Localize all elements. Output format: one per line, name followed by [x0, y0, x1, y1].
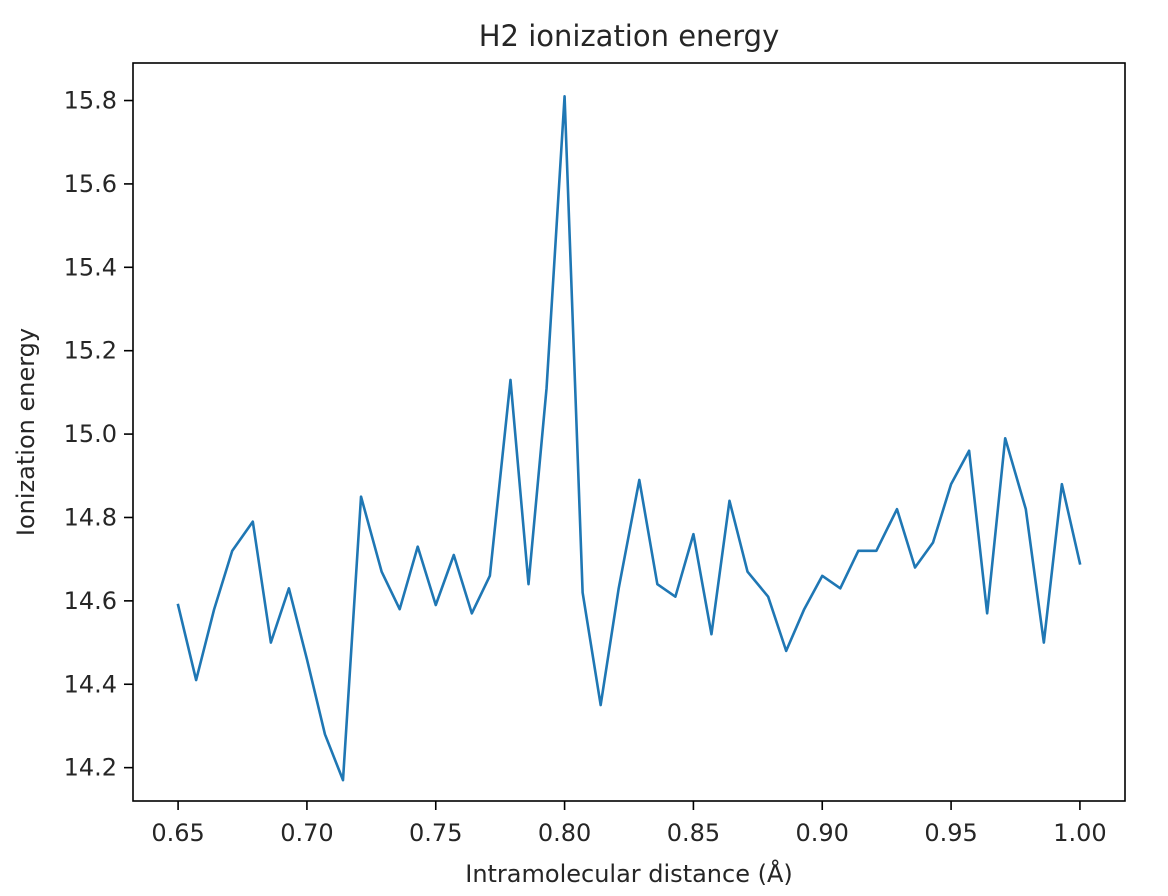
- y-tick-label: 15.8: [64, 87, 117, 115]
- x-tick-label: 0.85: [667, 819, 720, 847]
- y-tick-label: 14.6: [64, 587, 117, 615]
- x-tick-label: 0.75: [409, 819, 462, 847]
- x-tick-label: 0.80: [538, 819, 591, 847]
- y-tick-label: 15.6: [64, 170, 117, 198]
- plot-area: [176, 95, 1082, 782]
- x-axis-label: Intramolecular distance (Å): [465, 859, 793, 888]
- y-tick-label: 14.2: [64, 754, 117, 782]
- y-tick-label: 15.4: [64, 253, 117, 281]
- y-tick-label: 15.2: [64, 337, 117, 365]
- plot-frame: [132, 62, 1126, 802]
- x-tick-label: 0.65: [151, 819, 204, 847]
- series-line: [176, 95, 1082, 782]
- y-tick-label: 14.8: [64, 503, 117, 531]
- y-tick-label: 14.4: [64, 670, 117, 698]
- y-axis-ticks: 14.2 14.4 14.6 14.8 15.0 15.2 15.4 15.6 15.8: [64, 87, 133, 782]
- x-tick-label: 1.00: [1053, 819, 1106, 847]
- y-tick-label: 15.0: [64, 420, 117, 448]
- x-tick-label: 0.90: [796, 819, 849, 847]
- chart-title: H2 ionization energy: [479, 19, 780, 53]
- x-tick-label: 0.70: [280, 819, 333, 847]
- y-axis-label: Ionization energy: [12, 328, 40, 536]
- x-tick-label: 0.95: [924, 819, 977, 847]
- x-axis-ticks: 0.65 0.70 0.75 0.80 0.85 0.90 0.95 1.00: [151, 801, 1107, 847]
